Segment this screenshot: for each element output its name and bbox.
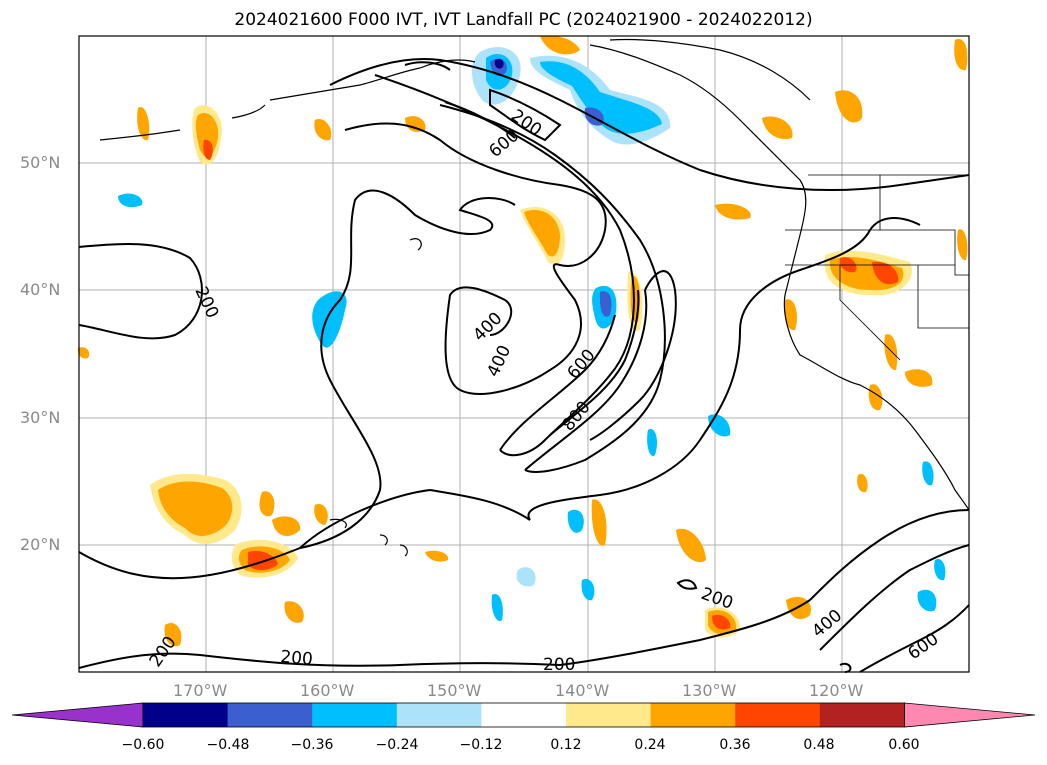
contour-label: 600 (564, 345, 600, 383)
contour-labels: 200 600 200 400 400 600 800 200 200 200 … (146, 106, 943, 675)
contour-label: 400 (808, 606, 846, 642)
colorbar-segment (819, 703, 905, 727)
contour-label: 600 (485, 126, 523, 162)
contour-label: 600 (904, 629, 942, 664)
contour-label: 400 (483, 342, 515, 380)
colorbar-tick-label: 0.48 (803, 737, 835, 753)
colorbar-segment (143, 703, 229, 727)
colorbar-tick-label: −0.48 (206, 737, 250, 753)
colorbar (11, 702, 1036, 728)
contour-label: 400 (469, 308, 506, 345)
chart-title: 2024021600 F000 IVT, IVT Landfall PC (20… (234, 10, 813, 30)
neg-patch-160w (312, 291, 347, 348)
ivt-contours (78, 58, 970, 673)
lon-label: 160°W (300, 681, 355, 700)
colorbar-segment (481, 703, 567, 727)
colorbar-extend-left (11, 702, 144, 728)
colorbar-segment (735, 703, 821, 727)
lon-label: 170°W (173, 681, 228, 700)
colorbar-segment (566, 703, 652, 727)
colorbar-tick-label: −0.60 (121, 737, 165, 753)
lat-label: 40°N (20, 280, 61, 299)
colorbar-extend-right (904, 702, 1036, 728)
state-borders (785, 174, 969, 361)
contour-label: 200 (698, 584, 735, 614)
lon-label: 120°W (809, 681, 864, 700)
pc-shading (77, 35, 968, 647)
gridlines (79, 36, 969, 672)
lon-label: 140°W (555, 681, 610, 700)
colorbar-segment (312, 703, 398, 727)
colorbar-segment (227, 703, 313, 727)
colorbar-tick-label: 0.24 (634, 737, 666, 753)
colorbar-tick-label: −0.12 (459, 737, 503, 753)
contour-label: 200 (280, 647, 314, 670)
colorbar-tick-label: −0.36 (290, 737, 334, 753)
colorbar-tick-label: 0.60 (888, 737, 920, 753)
coastlines (99, 38, 970, 557)
colorbar-segment (396, 703, 482, 727)
contour-label: 200 (543, 655, 575, 675)
colorbar-frame (142, 702, 905, 728)
colorbar-segment (650, 703, 736, 727)
colorbar-tick-label: 0.12 (550, 737, 582, 753)
colorbar-tick-label: −0.24 (375, 737, 419, 753)
lat-label: 20°N (20, 535, 61, 554)
lon-label: 130°W (682, 681, 737, 700)
lat-label: 50°N (20, 153, 61, 172)
lon-label: 150°W (427, 681, 482, 700)
map-frame (78, 35, 970, 673)
colorbar-tick-label: 0.36 (719, 737, 751, 753)
lat-label: 30°N (20, 408, 61, 427)
